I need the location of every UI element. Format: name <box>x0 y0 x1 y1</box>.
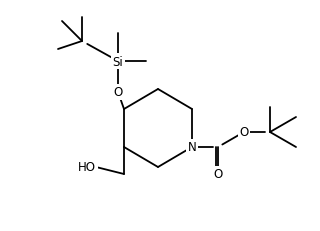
Text: O: O <box>113 86 123 99</box>
Text: N: N <box>188 141 196 154</box>
Text: O: O <box>213 168 223 181</box>
Text: Si: Si <box>113 55 124 68</box>
Text: HO: HO <box>78 161 96 174</box>
Text: O: O <box>239 126 249 139</box>
